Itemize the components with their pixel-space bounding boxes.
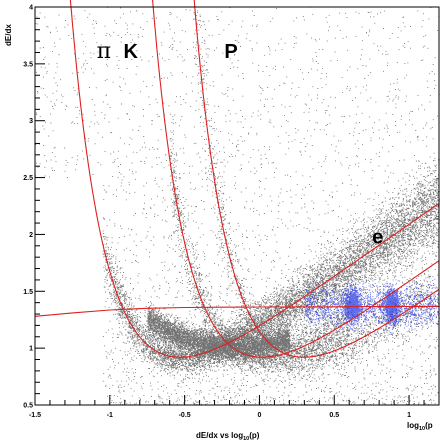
y-tick-label: 3 bbox=[29, 118, 33, 125]
bethe-bloch-curves bbox=[34, 0, 440, 358]
y-tick-label: 4 bbox=[29, 5, 33, 12]
curve-proton bbox=[193, 0, 440, 358]
y-tick-label: 2 bbox=[29, 232, 33, 239]
x-axis-title: dE/dx vs log10(p) bbox=[196, 431, 260, 442]
scatter-points bbox=[35, 6, 440, 406]
y-tick-label: 1.5 bbox=[23, 289, 33, 296]
hadron-points bbox=[35, 6, 440, 406]
annotation-label: e bbox=[372, 227, 383, 249]
annotation-label: K bbox=[124, 41, 139, 63]
curve-pion bbox=[69, 0, 440, 358]
curve-electron bbox=[34, 305, 440, 317]
y-axis-title: dE/dx bbox=[4, 24, 13, 46]
plot-frame bbox=[34, 6, 440, 406]
y-tick-label: 0.5 bbox=[23, 403, 33, 410]
y-tick-label: 3.5 bbox=[23, 61, 33, 68]
axes: -1.5 -1 -0.5 0 0.5 1 0.5 1 1.5 2 2.5 3 3.5 4 bbox=[23, 5, 440, 419]
particle-annotations: π K Pe bbox=[97, 39, 384, 248]
x-tick-label: 0 bbox=[257, 412, 261, 419]
x-tick-label: -0.5 bbox=[179, 412, 191, 419]
annotation-label: P bbox=[224, 41, 237, 63]
y-tick-label: 2.5 bbox=[23, 175, 33, 182]
annotation-label: π bbox=[97, 39, 111, 64]
y-tick-label: 1 bbox=[29, 346, 33, 353]
x-tick-label: 0.5 bbox=[329, 412, 339, 419]
x-tick-label: -1.5 bbox=[29, 412, 41, 419]
x-axis-title-right: log10(p bbox=[407, 421, 433, 432]
x-tick-label: -1 bbox=[107, 412, 113, 419]
curve-kaon bbox=[152, 0, 440, 358]
electron-points bbox=[304, 275, 440, 337]
x-tick-label: 1 bbox=[407, 412, 411, 419]
